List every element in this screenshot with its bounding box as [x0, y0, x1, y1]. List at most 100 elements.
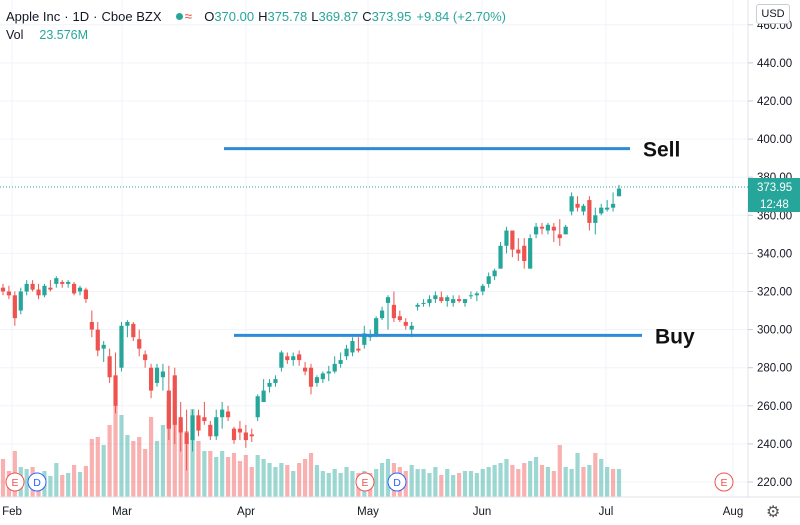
currency-button[interactable]: USD — [756, 4, 790, 24]
volume-bar — [214, 457, 219, 497]
candle-body — [302, 367, 308, 372]
candle-body — [616, 188, 622, 197]
volume-bar — [344, 467, 349, 497]
y-tick-label: 320.00 — [757, 287, 792, 299]
volume-bar — [409, 465, 414, 497]
y-tick-label: 400.00 — [757, 134, 792, 146]
gear-icon[interactable]: ⚙ — [766, 504, 781, 521]
candle-body — [332, 363, 337, 372]
volume-bar — [326, 473, 331, 497]
volume-bar — [451, 475, 456, 497]
volume-bar — [261, 459, 266, 497]
change-value: +9.84 (+2.70%) — [416, 8, 507, 24]
event-marker-d[interactable]: D — [27, 472, 47, 492]
candle-body — [214, 417, 219, 437]
volume-bar — [338, 473, 343, 497]
candle-body — [220, 409, 225, 418]
volume-bar — [220, 451, 225, 497]
candle-body — [24, 283, 29, 292]
candle-body — [30, 283, 35, 290]
volume-bar — [237, 461, 243, 497]
candle-body — [545, 224, 551, 231]
volume-bar — [539, 465, 545, 497]
candle-body — [374, 318, 379, 336]
y-tick-label: 220.00 — [757, 477, 792, 489]
candle-body — [196, 415, 201, 431]
candle-body — [60, 281, 65, 284]
volume-bar — [308, 453, 314, 497]
candle-body — [107, 356, 112, 378]
volume-bar — [125, 435, 130, 497]
volume-bar — [113, 405, 118, 497]
candle-body — [533, 226, 539, 235]
high-value: 375.78 — [267, 8, 308, 24]
volume-bar — [421, 469, 426, 497]
candle-body — [101, 344, 106, 349]
volume-value: 23.576M — [39, 28, 89, 42]
candle-body — [605, 207, 610, 210]
volume-bar — [249, 467, 254, 497]
candle-body — [344, 348, 349, 357]
candle-body — [445, 297, 450, 302]
time-axis[interactable]: Feb Mar Apr May Jun Jul Aug — [2, 506, 743, 518]
volume-bar — [616, 469, 622, 497]
candle-body — [66, 281, 71, 284]
volume-bar — [510, 465, 515, 497]
candle-body — [421, 302, 426, 304]
candle-body — [314, 377, 320, 383]
candle-body — [415, 304, 420, 307]
candle-body — [338, 360, 343, 364]
price-axis[interactable]: 220.00 240.00 260.00 280.00 300.00 320.00 340.… — [748, 20, 792, 489]
y-tick-label: 420.00 — [757, 96, 792, 108]
candle-body — [409, 325, 414, 330]
exchange: Cboe BZX — [101, 8, 162, 24]
volume-bar — [267, 463, 272, 497]
event-marker-e[interactable]: E — [714, 472, 734, 492]
candle-body — [208, 424, 213, 437]
volume-bar — [48, 476, 53, 497]
volume-bar — [593, 453, 598, 497]
candle-body — [285, 356, 290, 361]
event-circle — [355, 472, 375, 492]
volume-bar — [83, 466, 89, 497]
open-value: 370.00 — [214, 8, 255, 24]
event-marker-e[interactable]: E — [5, 472, 25, 492]
volume-label: Vol — [6, 28, 24, 42]
candle-body — [433, 295, 438, 300]
low-label: L — [311, 8, 319, 24]
candle-body — [468, 295, 474, 297]
candle-body — [427, 299, 432, 303]
candle-body — [492, 270, 497, 277]
candle-body — [462, 299, 468, 303]
volume-bar — [297, 463, 302, 497]
volume-bar — [101, 445, 106, 497]
level-lines: Sell Buy — [224, 139, 695, 348]
event-marker-d[interactable]: D — [387, 472, 407, 492]
volume-bar — [374, 469, 379, 497]
symbol-name[interactable]: Apple Inc — [6, 8, 61, 24]
candles — [0, 184, 622, 471]
event-marker-e[interactable]: E — [355, 472, 375, 492]
candle-body — [569, 196, 574, 212]
wave-icon[interactable]: ≈ — [184, 8, 193, 24]
candle-body — [54, 278, 59, 284]
y-tick-label: 260.00 — [757, 401, 792, 413]
event-circle — [5, 472, 25, 492]
candle-body — [83, 289, 89, 300]
volume-bar — [143, 449, 148, 497]
candle-body — [190, 415, 195, 441]
y-tick-label: 440.00 — [757, 58, 792, 70]
volume-bar — [427, 473, 432, 497]
candle-body — [599, 207, 604, 214]
candle-body — [397, 316, 402, 321]
x-tick-label: Jul — [599, 506, 614, 518]
last-price-tag — [748, 178, 800, 196]
interval[interactable]: 1D — [72, 8, 90, 24]
volume-bar — [160, 425, 166, 497]
candle-body — [563, 226, 568, 235]
event-letter: D — [393, 477, 401, 489]
legend-header: Apple Inc · 1D · Cboe BZX ≈ O 370.00 H 375… — [6, 8, 506, 24]
candle-body — [172, 375, 177, 425]
